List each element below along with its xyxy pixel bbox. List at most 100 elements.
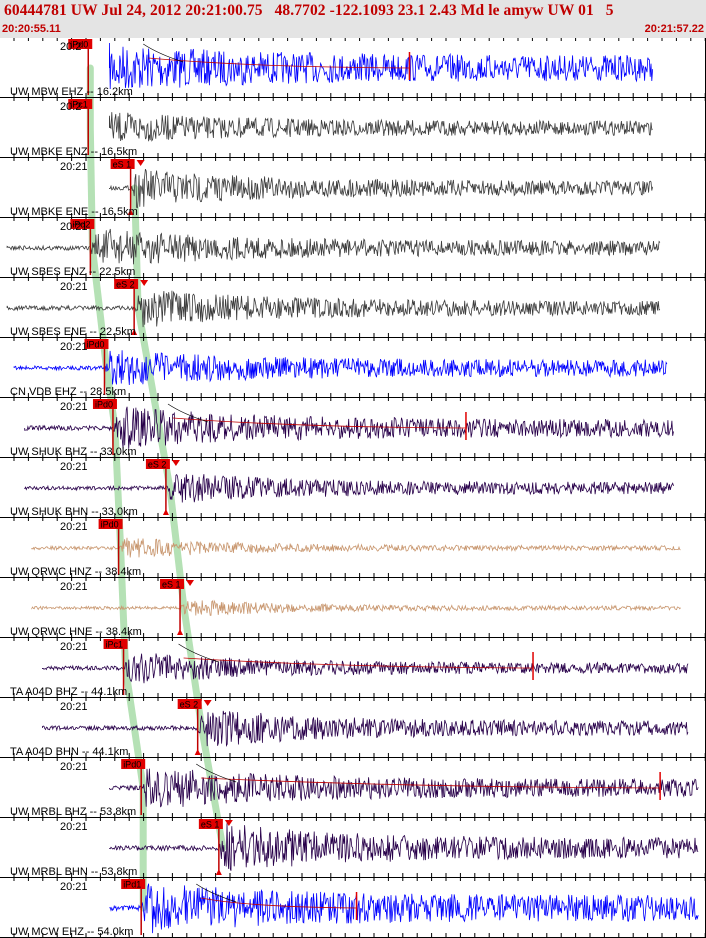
- waveform-trace: [6, 290, 661, 328]
- trace-panel: eS 2 20:21 TA A04D BHN -- 44.1km: [0, 698, 706, 758]
- event-title: 60444781 UW Jul 24, 2012 20:21:00.75 48.…: [4, 2, 614, 19]
- waveform-trace: [42, 710, 689, 748]
- phase-label: iPd0: [123, 760, 141, 770]
- phase-label: iPd0: [95, 400, 113, 410]
- phase-label-box: [198, 819, 223, 829]
- trace-panel: iPc1 20:21 TA A04D BHZ -- 44.1km: [0, 638, 706, 698]
- trace-panel: iPd0 20:21 UW SHUK BHZ -- 33.0km: [0, 398, 706, 458]
- time-label: 20:21: [60, 461, 88, 473]
- waveform-trace: [24, 406, 674, 450]
- pick-arrow-up: [131, 329, 138, 335]
- amplitude-curve: [196, 763, 237, 783]
- waveform-trace: [42, 653, 689, 684]
- time-label: 20:21: [60, 161, 88, 173]
- coda-curve: [172, 417, 467, 429]
- trace-panel: eS 1 20:21 UW MBKE ENE -- 16.5km: [0, 158, 706, 218]
- phase-label-box: [70, 219, 95, 229]
- channel-label: UW MBW EHZ -- 16.2km: [10, 86, 133, 98]
- amplitude-curve: [196, 883, 237, 903]
- waveform-trace: [109, 823, 699, 871]
- window-start-time: 20:20:55.11: [2, 23, 61, 35]
- coda-curve: [183, 657, 534, 669]
- pick-arrow-down: [224, 820, 233, 826]
- waveform-trace: [109, 112, 653, 142]
- channel-label: UW QRWC HNE -- 38.4km: [10, 626, 142, 638]
- phase-label-box: [145, 459, 170, 469]
- time-label: 20:2: [60, 101, 81, 113]
- phase-label-box: [160, 579, 185, 589]
- phase-label-box: [98, 519, 123, 529]
- phase-label: iPc1: [70, 100, 88, 110]
- amplitude-curve: [143, 43, 184, 63]
- waveform-trace: [24, 473, 674, 503]
- time-label: 20:21: [60, 581, 88, 593]
- time-label: 20:21: [60, 821, 88, 833]
- coda-curve: [201, 897, 357, 909]
- channel-label: UW SHUK BHN -- 33.0km: [10, 506, 138, 518]
- amplitude-curve: [178, 643, 219, 663]
- trace-panel: iPd0 20:21 UW MRBL BHZ -- 53.8km: [0, 758, 706, 818]
- trace-panel: eS 1 20:21 UW MRBL BHN -- 53.8km: [0, 818, 706, 878]
- channel-label: UW MBKE ENE -- 16.5km: [10, 206, 138, 218]
- time-label: 20:2: [60, 41, 81, 53]
- phase-label-box: [68, 39, 93, 49]
- trace-panel: eS 2 20:21 UW SHUK BHN -- 33.0km: [0, 458, 706, 518]
- time-label: 20:21: [60, 341, 88, 353]
- amplitude-curve: [167, 403, 209, 423]
- waveform-trace: [13, 350, 668, 386]
- pick-arrow-up: [194, 749, 201, 755]
- phase-label-box: [68, 99, 93, 109]
- phase-label: eS 2: [148, 460, 167, 470]
- phase-label-box: [114, 279, 139, 289]
- pick-arrow-down: [171, 460, 180, 466]
- trace-panel: iPd1 20:21 UW MCW EHZ -- 54.0km: [0, 878, 706, 938]
- channel-label: UW MRBL BHN -- 53.8km: [10, 866, 137, 878]
- waveform-trace: [109, 883, 699, 934]
- pick-arrow-up: [127, 209, 134, 215]
- phase-label: eS 1: [113, 160, 132, 170]
- waveform-trace: [31, 599, 681, 616]
- trace-panel: eS 1 20:21 UW QRWC HNE -- 38.4km: [0, 578, 706, 638]
- channel-label: UW SBES ENE -- 22.5km: [10, 326, 136, 338]
- phase-label: eS 1: [201, 820, 220, 830]
- time-label: 20:21: [60, 701, 88, 713]
- phase-label: iPd2: [72, 220, 90, 230]
- pick-arrow-up: [162, 509, 169, 515]
- trace-panel: eS 2 20:21 UW SBES ENE -- 22.5km: [0, 278, 706, 338]
- phase-label-box: [103, 639, 128, 649]
- waveform-trace: [109, 42, 653, 90]
- time-label: 20:21: [60, 761, 88, 773]
- window-end-time: 20:21:57.22: [644, 23, 704, 35]
- channel-label: CN VDB EHZ -- 28.5km: [10, 386, 126, 398]
- phase-label-box: [110, 159, 135, 169]
- channel-label: TA A04D BHZ -- 44.1km: [10, 686, 127, 698]
- waveform-trace: [6, 228, 661, 265]
- phase-label-box: [84, 339, 109, 349]
- channel-label: UW MCW EHZ -- 54.0km: [10, 926, 133, 938]
- channel-label: UW SHUK BHZ -- 33.0km: [10, 446, 137, 458]
- phase-label: iPd0: [101, 520, 119, 530]
- waveform-trace: [109, 168, 653, 209]
- pick-arrow-up: [177, 629, 184, 635]
- pick-arrow-down: [203, 700, 212, 706]
- time-label: 20:21: [60, 641, 88, 653]
- channel-label: UW MBKE ENZ -- 16.5km: [10, 146, 137, 158]
- waveform-trace: [109, 768, 699, 808]
- pick-arrow-up: [215, 869, 222, 875]
- coda-curve: [148, 57, 410, 69]
- phase-label: eS 2: [116, 280, 135, 290]
- channel-label: UW SBES ENZ -- 22.5km: [10, 266, 135, 278]
- phase-label: iPd0: [70, 40, 88, 50]
- phase-label-box: [92, 399, 117, 409]
- time-label: 20:21: [60, 401, 88, 413]
- time-label: 20:21: [60, 221, 88, 233]
- phase-label: iPd0: [86, 340, 104, 350]
- phase-label-box: [121, 759, 146, 769]
- coda-curve: [201, 777, 661, 789]
- time-label: 20:21: [60, 881, 88, 893]
